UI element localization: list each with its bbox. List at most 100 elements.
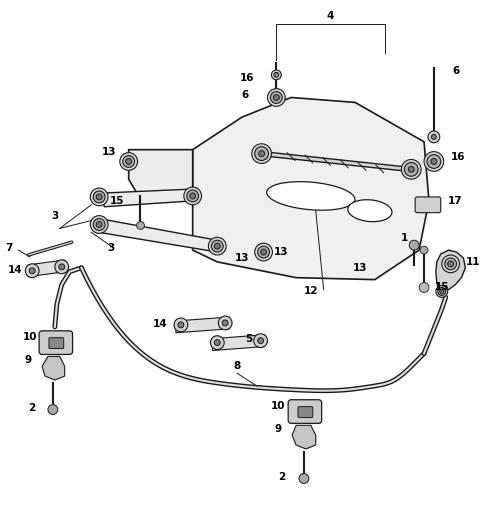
Circle shape [404,162,418,176]
Polygon shape [192,98,429,280]
Text: 5: 5 [245,334,252,344]
Circle shape [93,191,105,203]
Ellipse shape [267,182,355,210]
Circle shape [259,151,264,156]
Text: 14: 14 [153,319,168,329]
Circle shape [271,70,281,80]
Text: 14: 14 [8,265,23,275]
Text: 11: 11 [466,257,480,267]
FancyBboxPatch shape [39,331,72,355]
FancyBboxPatch shape [298,407,313,417]
Circle shape [255,147,268,160]
Text: 10: 10 [271,401,286,411]
Circle shape [29,268,35,274]
Text: 12: 12 [303,287,318,296]
Circle shape [174,318,188,332]
Circle shape [96,222,102,227]
Circle shape [431,158,437,165]
Circle shape [432,134,436,140]
Text: 13: 13 [274,247,288,257]
Text: 9: 9 [24,355,32,365]
Text: 17: 17 [448,196,463,206]
Text: 4: 4 [327,11,334,21]
Polygon shape [104,189,192,207]
Circle shape [438,288,446,295]
Circle shape [90,216,108,234]
Circle shape [187,190,199,202]
Circle shape [59,264,65,270]
Circle shape [215,243,220,249]
Circle shape [123,155,134,168]
FancyBboxPatch shape [49,338,64,349]
Circle shape [299,474,309,483]
Text: 15: 15 [434,283,449,292]
Text: 8: 8 [233,361,240,371]
Text: 6: 6 [452,66,459,76]
Circle shape [190,193,196,199]
FancyBboxPatch shape [415,197,441,213]
Circle shape [90,188,108,206]
Circle shape [208,237,226,255]
Circle shape [211,240,223,252]
Circle shape [448,261,454,267]
Polygon shape [28,260,65,276]
Circle shape [420,246,428,254]
Circle shape [178,322,184,328]
Circle shape [267,88,285,106]
Text: 7: 7 [5,243,12,253]
Circle shape [136,222,144,229]
Text: 16: 16 [240,73,254,83]
Circle shape [424,152,444,171]
Circle shape [442,255,459,273]
Polygon shape [292,425,316,449]
Text: 6: 6 [241,89,249,100]
Ellipse shape [348,200,392,222]
Circle shape [408,167,414,172]
Circle shape [126,158,132,165]
Circle shape [96,194,102,200]
Text: 3: 3 [108,243,115,253]
Text: 2: 2 [277,472,285,481]
Text: 13: 13 [235,253,249,263]
Text: 10: 10 [23,332,37,342]
Circle shape [252,144,271,164]
Circle shape [218,316,232,330]
Circle shape [270,91,282,103]
Circle shape [444,258,456,270]
Circle shape [261,249,266,255]
Circle shape [222,320,228,326]
Circle shape [428,131,440,143]
FancyBboxPatch shape [288,400,322,423]
Circle shape [401,159,421,179]
Circle shape [55,260,69,274]
Text: 2: 2 [29,403,36,412]
Polygon shape [42,356,65,380]
Circle shape [48,405,58,414]
Text: 1: 1 [401,233,408,243]
Text: 15: 15 [109,196,124,206]
Circle shape [440,289,444,293]
Circle shape [184,187,202,205]
Polygon shape [129,150,192,201]
Polygon shape [99,219,217,252]
Circle shape [258,246,269,258]
Circle shape [210,336,224,350]
Circle shape [427,155,441,168]
Text: 16: 16 [451,152,466,161]
Circle shape [25,264,39,277]
Circle shape [93,219,105,230]
Circle shape [419,283,429,292]
Circle shape [215,340,220,345]
Circle shape [274,73,279,77]
Circle shape [254,334,267,347]
Polygon shape [436,250,466,294]
Polygon shape [212,335,264,351]
Text: 3: 3 [51,211,59,221]
Circle shape [258,338,264,343]
Circle shape [274,95,279,101]
Circle shape [255,243,273,261]
Circle shape [436,286,448,297]
Text: 9: 9 [275,424,282,434]
Text: 13: 13 [102,147,116,157]
Text: 13: 13 [353,263,367,273]
